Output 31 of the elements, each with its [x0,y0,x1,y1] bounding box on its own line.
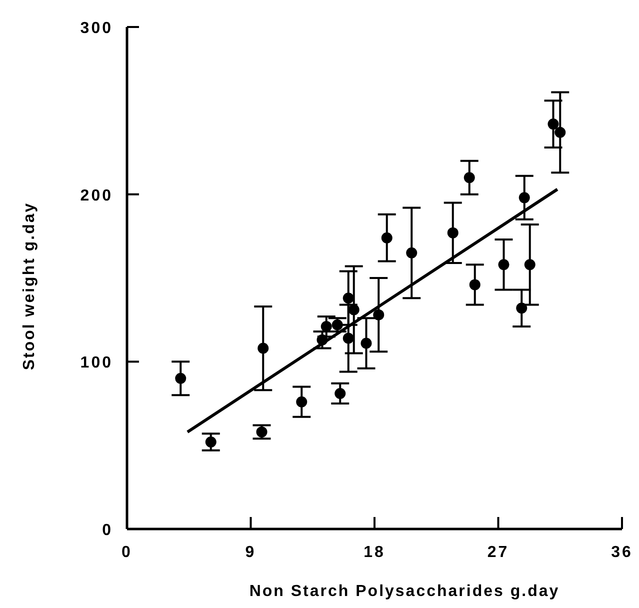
point [554,126,566,138]
point [342,332,354,344]
point [464,172,475,184]
point [447,227,458,238]
y-tick-label: 300 [80,20,113,37]
point [498,259,510,270]
point [256,426,268,438]
point [296,396,308,408]
point [360,338,372,349]
point [342,292,354,304]
x-axis-title: Non Starch Polysaccharides g.day [249,583,560,600]
x-tick-label: 36 [611,544,633,561]
x-tick-label: 0 [122,544,132,561]
x-tick-label: 27 [487,544,510,561]
point [373,309,384,320]
point [406,247,418,258]
y-tick-label: 200 [80,187,113,204]
x-tick-label: 18 [364,544,386,561]
point [518,192,530,204]
point [205,436,216,448]
y-tick-label: 100 [80,354,113,372]
point [524,259,536,270]
y-tick-label: 0 [102,522,113,539]
point [258,342,269,354]
point [469,279,480,290]
point [381,232,392,244]
point [334,388,346,399]
point [548,118,559,130]
x-tick-label: 9 [245,544,256,561]
point [175,372,186,384]
y-axis-title: Stool weight g.day [21,202,38,370]
